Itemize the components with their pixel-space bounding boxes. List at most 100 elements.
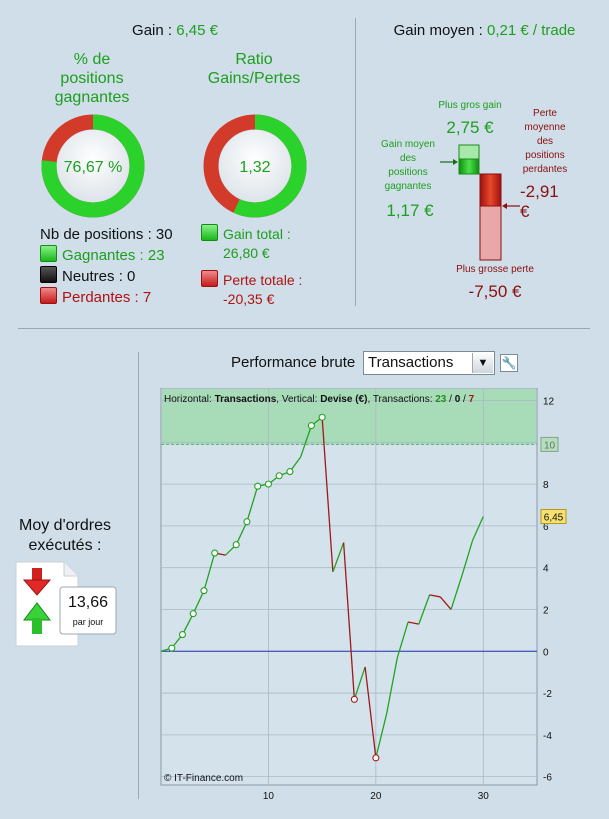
positions-gagnantes: Gagnantes : 23 <box>40 245 173 266</box>
x-tick-label: 10 <box>263 791 275 802</box>
data-point <box>189 610 197 618</box>
chevron-down-icon[interactable]: ▼ <box>472 353 493 373</box>
data-point <box>318 413 326 421</box>
orders-title: Moy d'ordres exécutés : <box>19 517 111 554</box>
current-label: 6,45 <box>544 513 564 524</box>
y-tick-label: -4 <box>543 731 552 742</box>
series-segment <box>364 666 377 758</box>
data-point <box>211 549 219 557</box>
series-segment <box>450 575 463 610</box>
data-point <box>232 541 240 549</box>
gain-total-value: 26,80 € <box>223 245 270 261</box>
arrow-down-icon <box>22 568 52 596</box>
y-tick-label: 8 <box>543 480 549 491</box>
plus-gros-gain-value: 2,75 € <box>446 118 494 137</box>
series-segment <box>385 657 398 715</box>
perte-moyenne-value: -2,91 € <box>520 182 559 221</box>
loss-avg-bar <box>479 173 502 207</box>
gain-loss-bars <box>440 144 520 261</box>
performance-label: Performance brute <box>231 354 356 371</box>
data-point <box>307 422 315 430</box>
gain-moyen-label: Gain moyen : <box>393 22 483 39</box>
series-segment <box>181 613 194 635</box>
y-tick-label: -2 <box>543 689 552 700</box>
series-segment <box>375 713 388 758</box>
y-tick-label: 2 <box>543 605 549 616</box>
gain-total: Gain total : <box>201 224 302 244</box>
series-segment <box>235 521 248 545</box>
plus-gros-gain-label: Plus gros gain <box>438 100 502 111</box>
pct-gagnantes-value: 76,67 % <box>64 159 123 176</box>
positions-neutres: Neutres : 0 <box>40 266 173 287</box>
pct-gagnantes-title: % de positions gagnantes <box>54 51 130 106</box>
series-segment <box>407 621 419 625</box>
series-segment <box>353 666 366 700</box>
ratio-title: Ratio Gains/Pertes <box>207 51 301 87</box>
performance-select[interactable]: Transactions ▼ <box>363 351 495 375</box>
x-tick-label: 20 <box>370 791 382 802</box>
wrench-icon[interactable]: 🔧 <box>500 354 518 372</box>
donut-win-ring <box>203 114 307 218</box>
target-band <box>162 389 536 445</box>
orders-value: 13,66 <box>67 594 109 611</box>
positions-perdantes: Perdantes : 7 <box>40 287 173 308</box>
series-segment <box>429 594 441 598</box>
plus-grosse-perte-value: -7,50 € <box>468 282 522 301</box>
series-segment <box>203 552 216 591</box>
target-label-box <box>540 436 559 452</box>
orders-unit: par jour <box>72 617 104 627</box>
data-point <box>168 644 176 652</box>
x-tick-label: 30 <box>478 791 490 802</box>
red-square-icon <box>40 287 57 304</box>
donut-win-ring <box>41 114 145 218</box>
series-segment <box>321 417 334 572</box>
performance-select-value: Transactions <box>368 354 454 371</box>
plus-grosse-perte-label: Plus grosse perte <box>456 264 534 275</box>
target-label: 10 <box>544 440 556 451</box>
y-tick-label: 12 <box>543 397 555 408</box>
perte-totale-value: -20,35 € <box>223 291 275 307</box>
y-tick-label: 4 <box>543 564 549 575</box>
section-divider <box>18 328 590 329</box>
positions-block: Nb de positions : 30 Gagnantes : 23 Neut… <box>40 224 173 308</box>
gain-moyen-value: 0,21 € / trade <box>486 22 576 39</box>
y-tick-label: 6 <box>543 522 549 533</box>
series-segment <box>332 542 345 573</box>
chart-copyright: © IT-Finance.com <box>164 773 243 784</box>
series-segment <box>246 486 259 522</box>
perte-totale: Perte totale : <box>201 270 302 290</box>
gain-value: 6,45 € <box>176 22 218 39</box>
series-segment <box>439 596 452 610</box>
gain-avg-bar <box>458 158 480 175</box>
data-point <box>275 472 283 480</box>
gain-moyen-positions-label: Gain moyen des positions gagnantes <box>381 139 435 192</box>
data-point <box>350 695 358 703</box>
positions-total: Nb de positions : 30 <box>40 226 173 243</box>
data-point <box>372 754 380 762</box>
data-point <box>178 631 187 639</box>
arrow-up-icon <box>22 602 52 634</box>
green-square-icon <box>40 245 57 262</box>
y-tick-label: 0 <box>543 647 549 658</box>
current-label-box <box>540 509 567 525</box>
orders-card <box>15 561 117 647</box>
loss-max-bar <box>479 205 502 261</box>
series-segment <box>471 516 484 541</box>
data-point <box>200 587 208 595</box>
data-point <box>243 518 251 526</box>
data-point <box>286 468 294 476</box>
y-tick-label: -6 <box>543 773 552 784</box>
gain-moyen-positions-value: 1,17 € <box>386 201 434 220</box>
series-segment <box>396 621 409 658</box>
bottom-divider <box>138 352 139 799</box>
data-point <box>254 482 262 490</box>
series-segment <box>461 540 474 577</box>
gain-label: Gain : <box>132 22 173 39</box>
black-square-icon <box>40 266 57 283</box>
plot-area <box>160 388 538 786</box>
red-square-icon <box>201 270 218 287</box>
perte-moyenne-label: Perte moyenne des positions perdantes <box>522 108 568 175</box>
series-segment <box>192 590 205 614</box>
ratio-donut: 1,32 <box>203 114 307 218</box>
